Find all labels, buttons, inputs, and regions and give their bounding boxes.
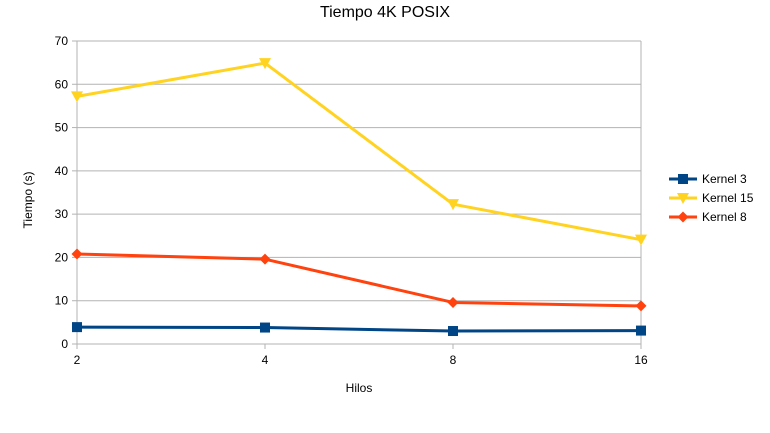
legend-item-kernel-3: Kernel 3 [669,172,747,186]
legend-marker [677,193,689,204]
axes [76,41,642,345]
chart-title: Tiempo 4K POSIX [320,4,450,21]
data-point-kernel-3 [260,322,270,333]
y-tick-label: 0 [61,337,68,351]
y-tick-label: 20 [55,250,69,264]
y-tick-label: 30 [55,207,69,221]
y-axis-label: Tiempo (s) [21,172,35,229]
y-tick-label: 50 [55,121,69,135]
y-tick-label: 60 [55,77,69,91]
y-tick-label: 70 [55,34,69,48]
x-tick-label: 2 [74,353,81,367]
y-tick-label: 10 [55,294,69,308]
x-tick-label: 8 [450,353,457,367]
data-point-kernel-8 [635,300,647,312]
data-point-kernel-15 [635,234,647,246]
series-line-kernel-15 [76,61,642,242]
series-line-kernel-8 [76,252,642,308]
legend-item-kernel-15: Kernel 15 [669,191,754,205]
legend-label: Kernel 3 [702,172,747,186]
data-point-kernel-3 [448,326,458,337]
data-point-kernel-8 [71,248,83,260]
data-point-kernel-8 [259,253,271,265]
data-point-kernel-15 [447,199,459,211]
series-kernel-8 [71,248,647,312]
series-kernel-3 [72,322,646,337]
legend: Kernel 3 Kernel 15 Kernel 8 [669,172,754,224]
legend-label: Kernel 8 [702,210,747,224]
x-tick-label: 4 [262,353,269,367]
x-tick-label: 16 [634,353,648,367]
legend-marker [678,174,688,184]
series-line-kernel-3 [76,325,642,333]
x-axis-ticks: 2 4 8 16 [74,344,648,367]
x-axis-label: Hilos [346,381,373,395]
data-point-kernel-3 [636,325,646,336]
y-tick-label: 40 [55,164,69,178]
data-point-kernel-15 [259,58,271,70]
legend-label: Kernel 15 [702,191,754,205]
legend-marker [677,211,689,223]
data-point-kernel-8 [447,296,459,308]
y-axis-ticks: 0 10 20 30 40 50 60 70 [55,34,77,351]
series-group [71,58,647,337]
series-kernel-15 [71,58,647,246]
legend-item-kernel-8: Kernel 8 [669,210,747,224]
data-point-kernel-15 [71,91,83,103]
data-point-kernel-3 [72,322,82,333]
